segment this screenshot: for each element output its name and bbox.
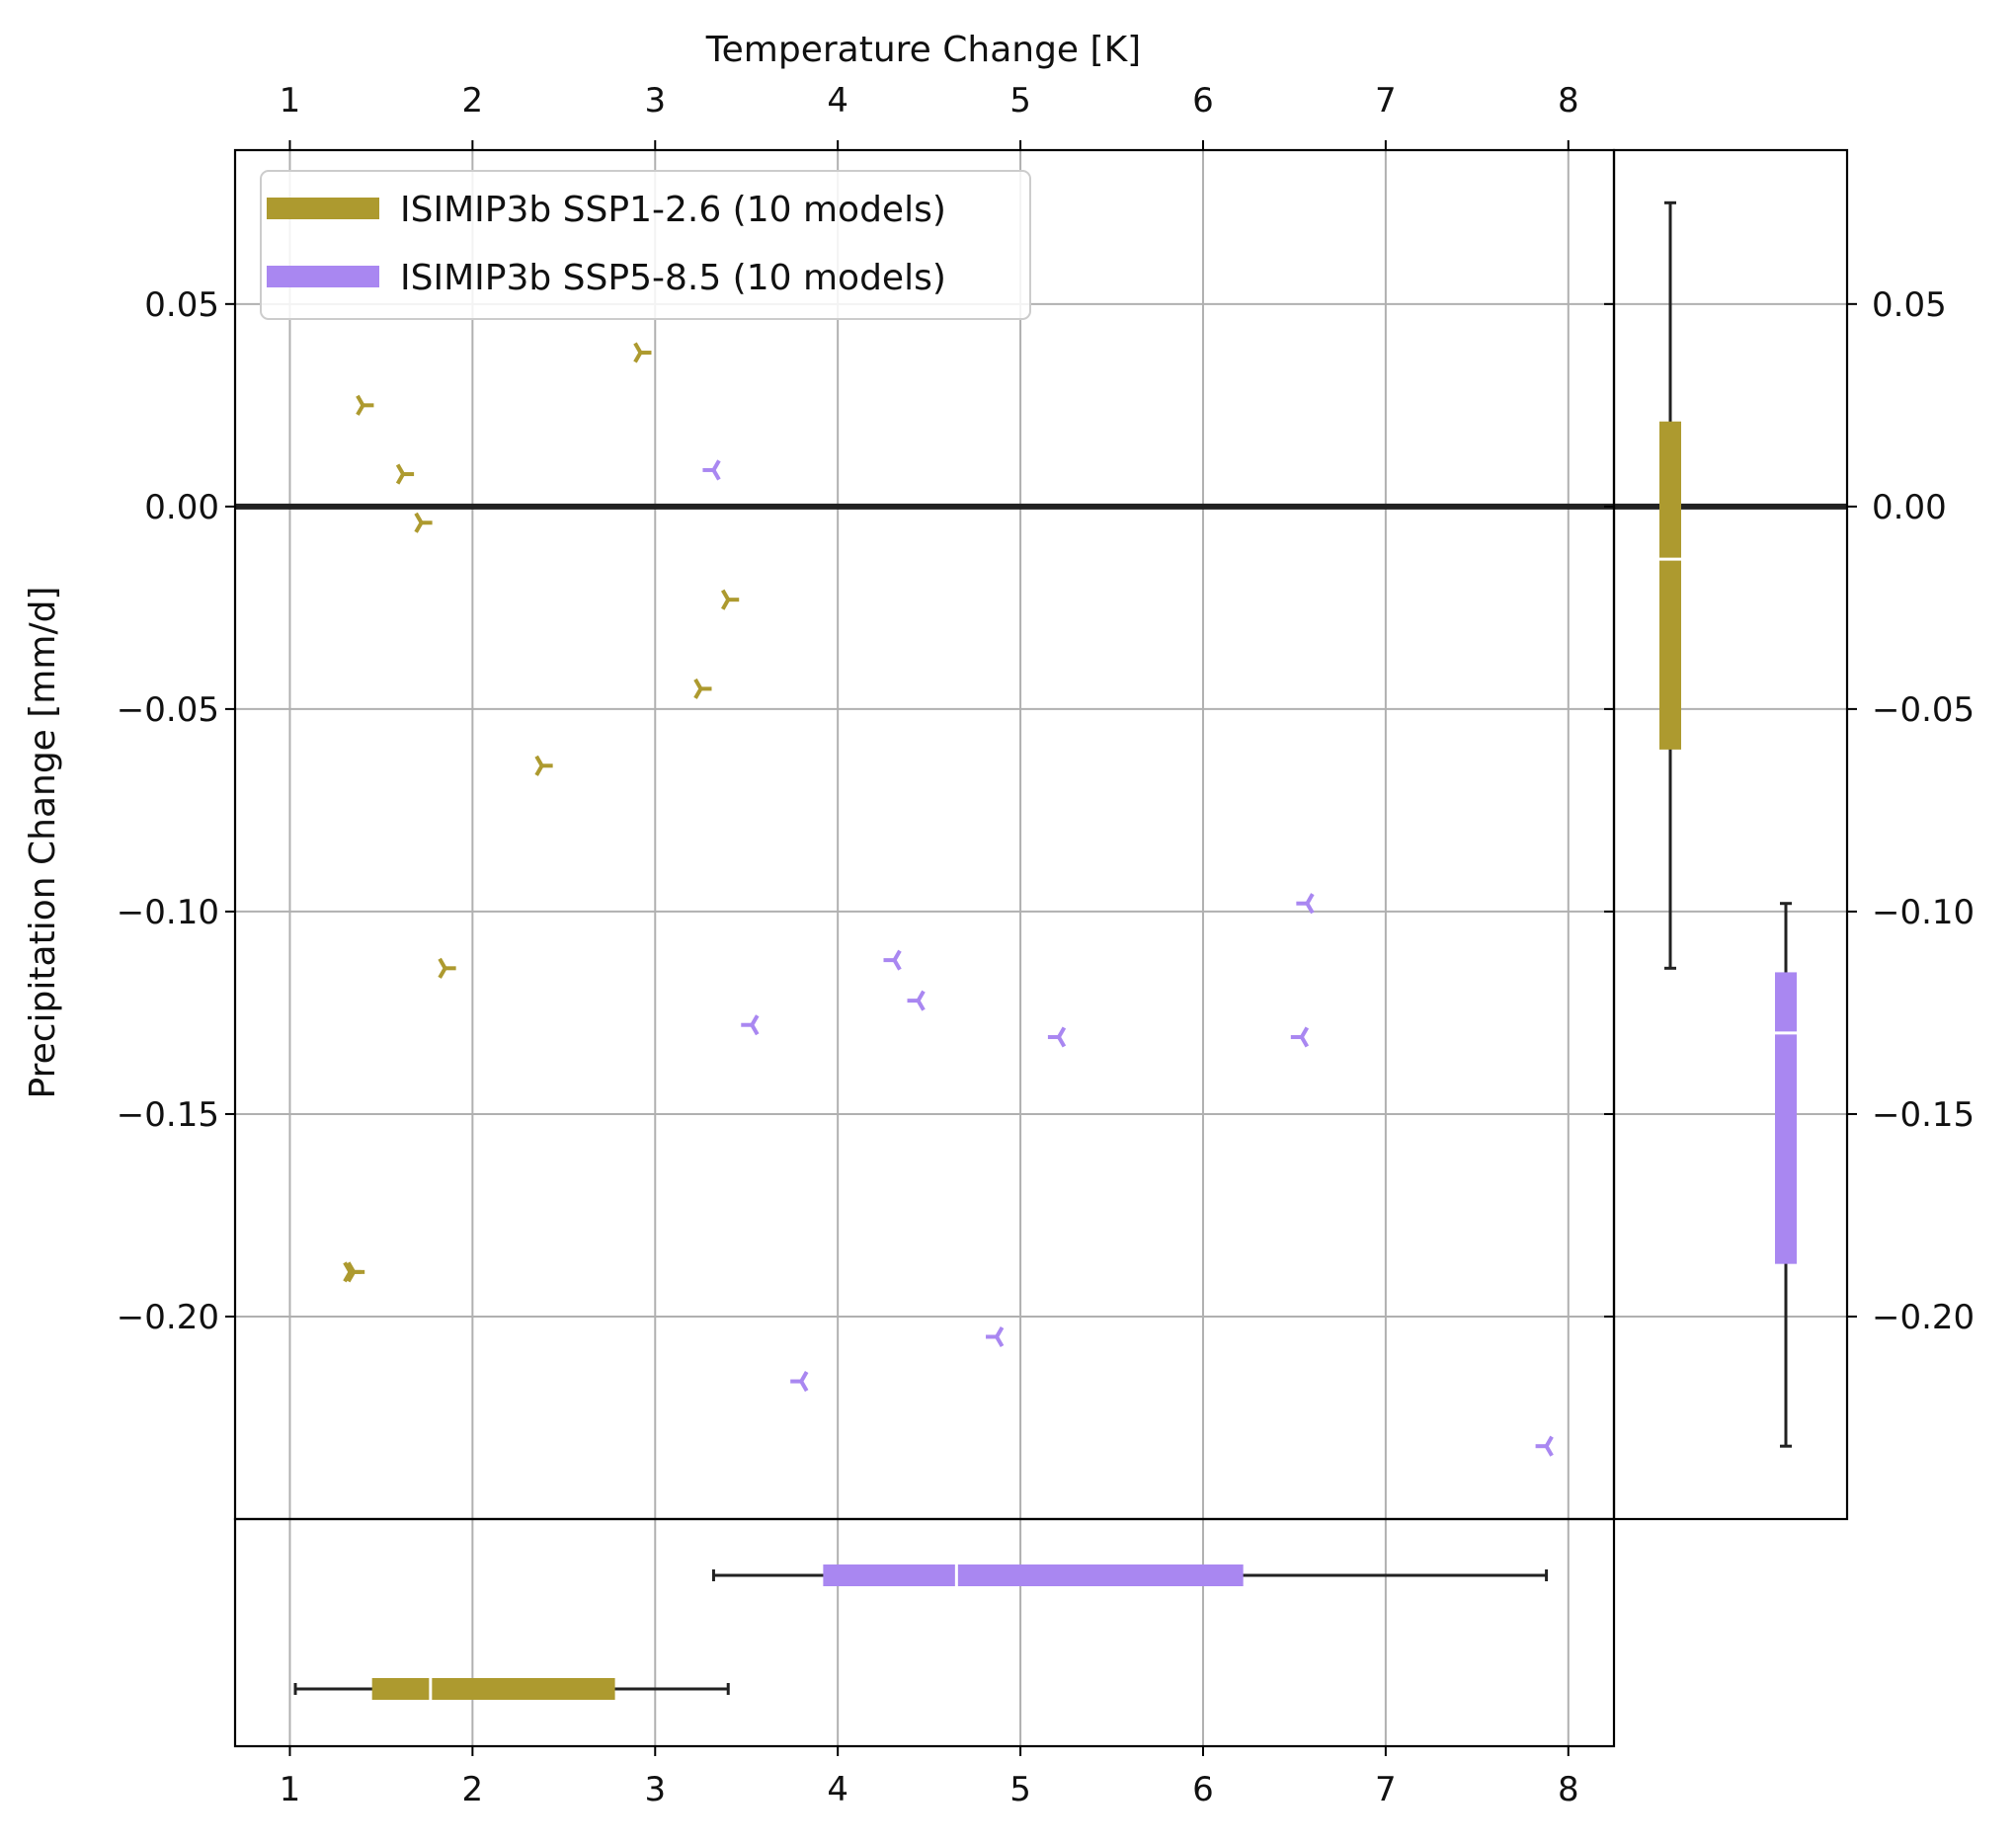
scatter-point-series-0: [395, 463, 415, 485]
scatter-point-series-0: [346, 1261, 365, 1283]
y-tick-label-right: −0.20: [1872, 1298, 1975, 1337]
y-tick-label-left: −0.10: [117, 893, 219, 932]
y-tick-label-left: 0.00: [144, 488, 219, 527]
scatter-point-series-0: [693, 678, 712, 699]
x-axis-label: Temperature Change [K]: [705, 30, 1141, 70]
y-tick-label-left: −0.15: [117, 1095, 219, 1135]
y-tick-label-right: −0.10: [1872, 893, 1975, 932]
x-tick-label-top: 5: [1009, 81, 1031, 120]
scatter-points: [343, 342, 1554, 1457]
scatter-point-series-1: [702, 459, 721, 481]
x-tick-label-bottom: 7: [1375, 1770, 1397, 1809]
scatter-point-series-1: [986, 1325, 1005, 1347]
legend-label-ssp585: ISIMIP3b SSP5-8.5 (10 models): [400, 258, 946, 298]
legend-box: [260, 170, 1031, 320]
scatter-point-series-1: [883, 949, 902, 971]
temperature-boxplot-1: [711, 1564, 1549, 1586]
y-tick-label-right: 0.05: [1872, 285, 1947, 325]
x-tick-label-bottom: 6: [1192, 1770, 1214, 1809]
x-tick-label-bottom: 1: [280, 1770, 301, 1809]
x-tick-label-bottom: 2: [462, 1770, 484, 1809]
y-tick-label-left: −0.05: [117, 690, 219, 730]
scatter-point-series-0: [438, 957, 456, 979]
y-axis-label: Precipitation Change [mm/d]: [23, 587, 63, 1099]
scatter-point-series-1: [1535, 1435, 1554, 1457]
scatter-point-series-0: [720, 589, 740, 610]
x-tick-label-top: 3: [644, 81, 666, 120]
scatter-point-series-1: [907, 990, 926, 1011]
scatter-point-series-1: [790, 1371, 809, 1393]
x-tick-label-top: 1: [280, 81, 301, 120]
bottom-panel-frame: [233, 1517, 1616, 1748]
x-tick-label-top: 6: [1192, 81, 1214, 120]
temperature-boxplots: [293, 1564, 1549, 1700]
y-tick-label-right: 0.00: [1872, 488, 1947, 527]
x-tick-label-top: 4: [827, 81, 848, 120]
y-tick-label-right: −0.05: [1872, 690, 1975, 730]
scatter-point-series-0: [534, 755, 553, 776]
y-tick-label-left: 0.05: [144, 285, 219, 325]
precipitation-boxplots: [1659, 200, 1797, 1448]
bottom-grid: [288, 1519, 1570, 1746]
scatter-point-series-1: [1296, 893, 1315, 915]
temperature-boxplot-0: [293, 1678, 730, 1700]
axis-ticks: 1 1 2 2 3 3 4 4 5 5 6 6 7 7 8 8 0.05 0.05 0.00 0.00 −0.05 −0.…: [117, 81, 1975, 1809]
boxplot-box: [1659, 421, 1681, 750]
precipitation-boxplot-1: [1775, 902, 1797, 1448]
x-tick-label-bottom: 8: [1558, 1770, 1579, 1809]
x-tick-label-bottom: 4: [827, 1770, 848, 1809]
scatter-point-series-1: [1047, 1026, 1067, 1048]
scatter-point-series-0: [356, 394, 374, 416]
x-tick-label-top: 7: [1375, 81, 1397, 120]
boxplot-box: [1775, 972, 1797, 1264]
boxplot-box: [823, 1564, 1244, 1586]
precipitation-boxplot-0: [1659, 200, 1681, 970]
x-tick-label-top: 8: [1558, 81, 1579, 120]
boxplot-box: [371, 1678, 615, 1700]
x-tick-label-bottom: 3: [644, 1770, 666, 1809]
x-tick-label-top: 2: [462, 81, 484, 120]
scatter-point-series-0: [633, 342, 652, 363]
y-tick-label-right: −0.15: [1872, 1095, 1975, 1135]
right-panel-frame: [1612, 148, 1849, 1521]
legend-label-ssp126: ISIMIP3b SSP1-2.6 (10 models): [400, 190, 946, 230]
x-tick-label-bottom: 5: [1009, 1770, 1031, 1809]
scatter-point-series-1: [741, 1014, 760, 1036]
legend: ISIMIP3b SSP1-2.6 (10 models) ISIMIP3b S…: [260, 170, 1031, 320]
scatter-point-series-1: [1290, 1026, 1310, 1048]
y-tick-label-left: −0.20: [117, 1298, 219, 1337]
scatter-point-series-0: [414, 512, 433, 533]
